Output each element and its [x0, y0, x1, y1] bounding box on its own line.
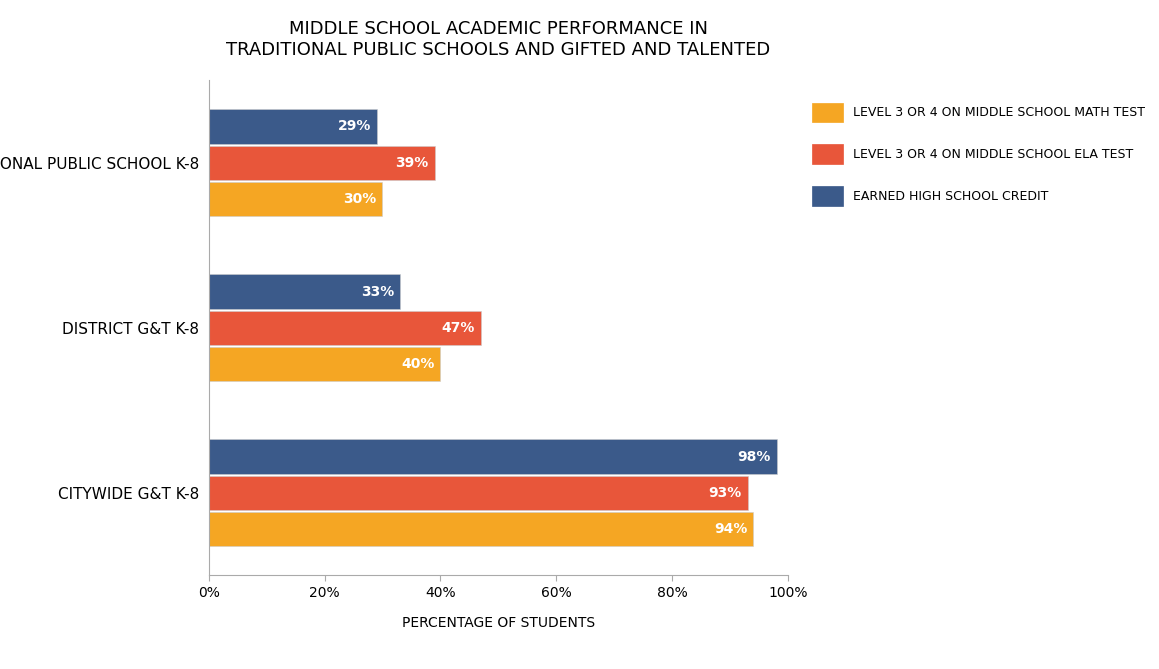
Title: MIDDLE SCHOOL ACADEMIC PERFORMANCE IN
TRADITIONAL PUBLIC SCHOOLS AND GIFTED AND : MIDDLE SCHOOL ACADEMIC PERFORMANCE IN TR… [226, 21, 771, 60]
Text: 40%: 40% [401, 357, 435, 371]
Bar [209, 182, 382, 216]
Text: 94%: 94% [714, 522, 748, 536]
Bar [209, 440, 777, 474]
Bar [209, 146, 435, 180]
Text: 30%: 30% [343, 192, 377, 206]
Text: 98%: 98% [737, 450, 771, 464]
Legend: LEVEL 3 OR 4 ON MIDDLE SCHOOL MATH TEST, LEVEL 3 OR 4 ON MIDDLE SCHOOL ELA TEST,: LEVEL 3 OR 4 ON MIDDLE SCHOOL MATH TEST,… [806, 96, 1152, 212]
Text: 33%: 33% [360, 284, 394, 298]
Bar [209, 347, 440, 381]
Text: 93%: 93% [708, 486, 742, 500]
Bar [209, 512, 753, 547]
Bar [209, 310, 481, 345]
Text: 39%: 39% [395, 156, 429, 170]
Text: 29%: 29% [337, 120, 371, 134]
Bar [209, 109, 377, 144]
Bar [209, 274, 400, 309]
Text: 47%: 47% [442, 321, 475, 334]
X-axis label: PERCENTAGE OF STUDENTS: PERCENTAGE OF STUDENTS [402, 616, 595, 630]
Bar [209, 476, 748, 510]
